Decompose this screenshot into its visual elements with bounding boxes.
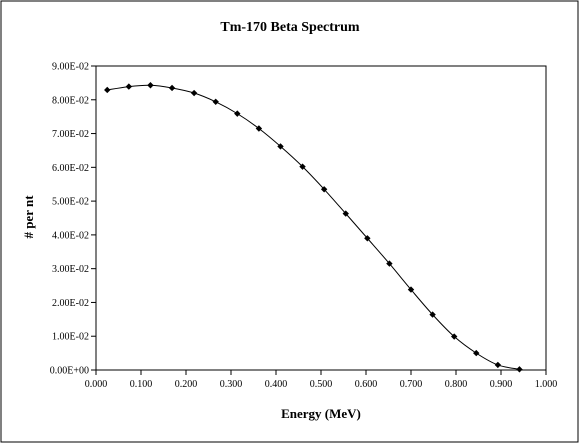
chart-title: Tm-170 Beta Spectrum: [220, 20, 360, 35]
y-tick-label: 7.00E-02: [52, 129, 89, 140]
x-tick-label: 0.700: [400, 379, 423, 390]
y-tick-label: 2.00E-02: [52, 298, 89, 309]
x-tick-label: 0.000: [85, 379, 108, 390]
data-point: [299, 163, 306, 170]
data-point: [386, 260, 393, 267]
data-point: [190, 89, 198, 97]
x-tick-label: 0.400: [265, 379, 288, 390]
data-point: [255, 125, 263, 132]
data-point: [104, 86, 111, 94]
data-point: [364, 235, 371, 242]
y-axis: 0.00E+00 1.00E-02 2.00E-02 3.00E-02 4.00E-02…: [50, 62, 96, 377]
x-tick-label: 0.100: [130, 379, 153, 390]
y-tick-label: 6.00E-02: [52, 163, 89, 174]
data-point: [494, 361, 502, 369]
data-point: [212, 98, 219, 106]
data-point: [125, 83, 133, 90]
data-point: [168, 84, 176, 92]
data-point: [516, 366, 523, 373]
y-tick-label: 4.00E-02: [52, 230, 89, 241]
x-tick-label: 0.900: [490, 379, 513, 390]
x-tick-label: 0.500: [310, 379, 333, 390]
series-points: [104, 82, 523, 373]
y-tick-label: 0.00E+00: [50, 366, 89, 377]
x-tick-label: 0.600: [355, 379, 378, 390]
y-tick-label: 5.00E-02: [52, 197, 89, 208]
data-point: [320, 186, 328, 193]
x-tick-label: 0.800: [445, 379, 468, 390]
data-point: [407, 286, 415, 293]
data-point: [234, 110, 241, 117]
y-tick-label: 9.00E-02: [52, 62, 89, 73]
data-point: [451, 333, 458, 340]
y-tick-label: 1.00E-02: [52, 332, 89, 343]
y-tick-label: 3.00E-02: [52, 264, 89, 275]
x-tick-label: 0.300: [220, 379, 243, 390]
y-axis-label: # per nt: [21, 195, 36, 239]
data-point: [429, 311, 436, 318]
x-axis-label: Energy (MeV): [281, 406, 361, 421]
data-point: [342, 210, 349, 217]
x-tick-label: 1.000: [535, 379, 558, 390]
data-point: [277, 143, 284, 150]
y-tick-label: 8.00E-02: [52, 95, 89, 106]
x-axis: 0.000 0.100 0.200 0.300 0.400 0.500 0.600 0.700…: [85, 370, 558, 390]
data-point: [147, 82, 154, 89]
x-tick-label: 0.200: [175, 379, 198, 390]
data-point: [473, 349, 480, 357]
